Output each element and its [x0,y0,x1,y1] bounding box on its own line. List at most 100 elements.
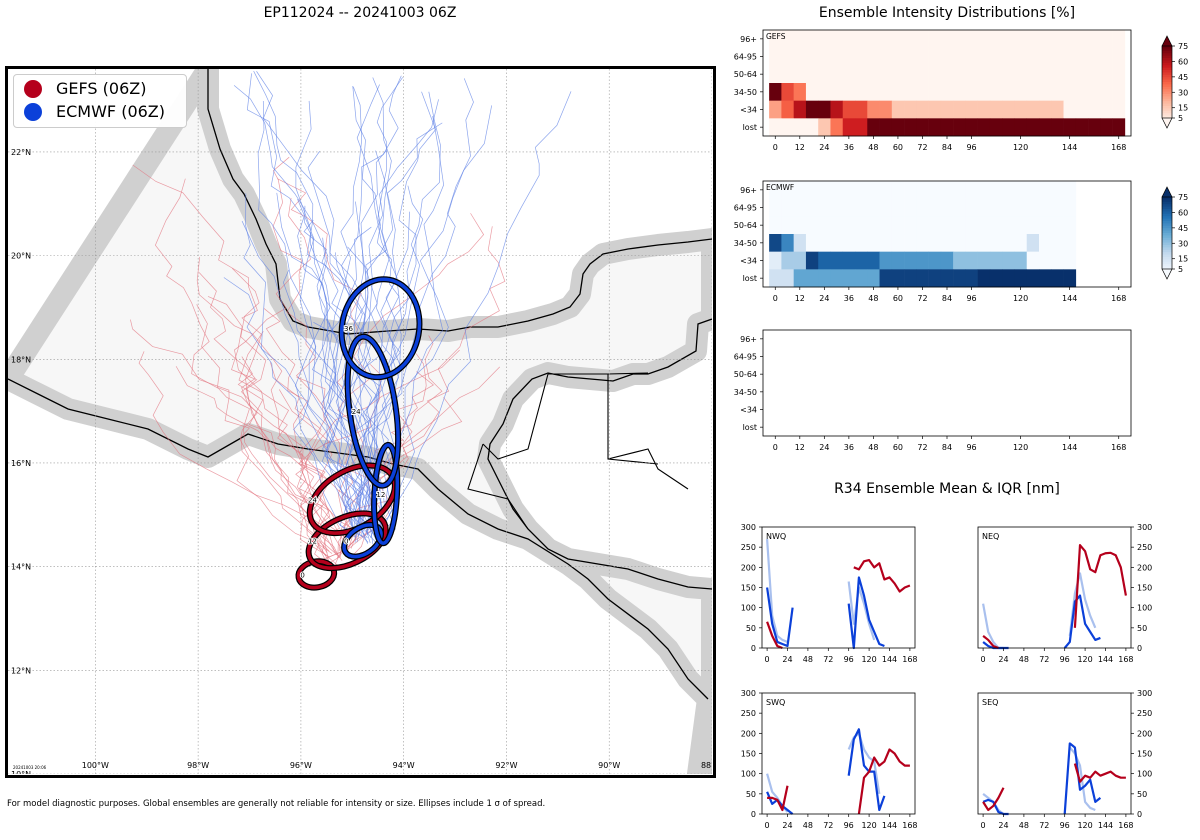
r34-neq: 0 50 100 150 200 250 300 0 24 48 72 96 120 144 168 NEQ [977,523,1152,664]
heatmap-cell [879,65,893,84]
spread-ellipse-ecmwf-36 [338,276,423,381]
colorbar-band [1162,86,1172,90]
heatmap-cell [977,181,991,199]
r34-series-line [1068,572,1097,637]
colorbar-band [1162,264,1172,268]
heatmap-cell [830,234,844,252]
col-label: 36 [844,143,854,152]
colorbar-band [1162,60,1172,64]
heatmap-cell [1026,118,1040,137]
heatmap-cell [855,118,868,137]
heatmap-cell [916,30,929,48]
ellipse-hour-label: 12 [308,538,317,546]
r34-xtick-label: 96 [1060,655,1070,664]
heatmap-cell [928,216,942,235]
heatmap-cell [891,65,905,84]
heatmap-cell [781,100,794,119]
r34-seq: 0 50 100 150 200 250 300 0 24 48 72 96 120 144 168 SEQ [977,689,1152,830]
colorbar-band [1162,252,1172,256]
ensemble-track [223,277,366,539]
heatmap-cell [781,118,794,137]
r34-series-line [1063,742,1102,815]
heatmap-cell [867,216,880,235]
col-label: 36 [844,443,854,452]
lon-tick-label: 92°W [495,761,517,770]
colorbar-tick-label: 15 [1178,104,1188,113]
col-label: 48 [868,143,878,152]
heatmap-cell [1026,65,1040,84]
heatmap-cell [891,118,905,137]
heatmap-cell [928,83,942,101]
heatmap-cell [1039,216,1052,235]
r34-title: R34 Ensemble Mean & IQR [nm] [834,481,1060,497]
ensemble-track [241,220,362,533]
ensemble-track [349,91,436,543]
heatmap-cell [1100,83,1113,101]
r34-series-line [982,603,1004,650]
col-label: 144 [1062,294,1077,303]
heatmap-cell [1051,100,1064,119]
heatmap-cell [940,234,954,252]
col-label: 144 [1062,443,1077,452]
heatmap-cell [1112,118,1126,137]
heatmap-cell [916,118,929,137]
col-label: 24 [819,143,829,152]
heatmap-cell [842,181,856,199]
colorbar-band [1162,218,1172,222]
heatmap-cell [953,216,966,235]
heatmap-cell [928,47,942,66]
heatmap-cell [818,100,831,119]
ensemble-track [232,268,349,557]
heatmap-cell [867,47,880,66]
col-label: 120 [1013,143,1028,152]
heatmap-cell [916,47,929,66]
heatmap-cell [867,234,880,252]
heatmap-cell [1039,100,1052,119]
heatmap-cell [818,269,831,288]
heatmap-cell [1075,100,1089,119]
heatmap-cell [1088,65,1101,84]
colorbar-band [1162,48,1172,52]
heatmap-cell [855,181,868,199]
r34-xtick-label: 24 [998,655,1008,664]
heatmap-cell [842,251,856,270]
heatmap-cell [855,216,868,235]
heatmap-cell [879,269,893,288]
heatmap-cell [928,251,942,270]
lon-tick-label: 90°W [598,761,620,770]
heatmap-cell [904,30,917,48]
ensemble-track [196,304,327,564]
heatmap-cell [1026,269,1040,288]
heatmap-cell [781,47,794,66]
heatmap-cell [793,198,807,217]
r34-series-line [847,576,885,650]
heatmap-cell [904,118,917,137]
heatmap-cell [1075,83,1089,101]
colorbar-band [1162,113,1172,117]
colorbar-band [1162,103,1172,107]
r34-ytick-label: 250 [741,709,756,718]
r34-xtick-label: 144 [882,655,897,664]
heatmap-cell [793,83,807,101]
heatmap-cell [769,198,782,217]
heatmap-cell [989,83,1003,101]
heatmap-cell [818,118,831,137]
heatmap-cell [940,83,954,101]
heatmap-cell [904,83,917,101]
heatmap-cell [977,100,991,119]
heatmap-cell [916,100,929,119]
colorbar-tick-label: 75 [1178,193,1188,202]
heatmap-cell [977,83,991,101]
col-label: 72 [917,143,927,152]
heatmap-cell [867,83,880,101]
heatmap-cell [842,47,856,66]
colorbar-tick-label: 30 [1178,88,1188,97]
ensemble-track [336,213,485,559]
heatmap-cell [842,30,856,48]
heatmap-cell [904,65,917,84]
lon-tick-label: 94°W [393,761,415,770]
r34-quadrant-label: SWQ [766,698,785,707]
heatmap-cell [928,234,942,252]
heatmap-cell [781,269,794,288]
heatmap-cell [1063,100,1077,119]
